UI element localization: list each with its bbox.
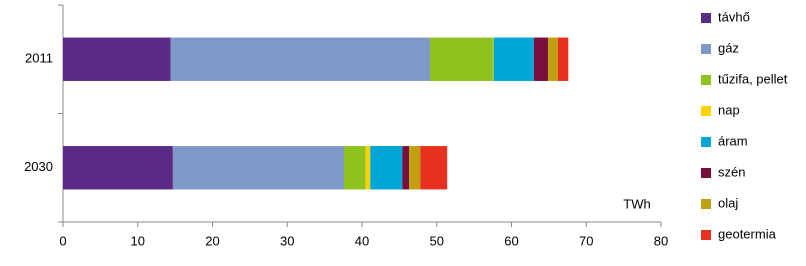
- legend-swatch: [701, 199, 711, 209]
- legend-label: olaj: [718, 195, 738, 210]
- legend-swatch: [701, 75, 711, 85]
- legend-label: geotermia: [718, 226, 777, 241]
- x-tick-label: 0: [59, 233, 66, 248]
- bar-segment: [492, 37, 494, 81]
- legend-swatch: [701, 44, 711, 54]
- bar-segment: [402, 146, 410, 190]
- bar-segment: [548, 37, 558, 81]
- unit-annotation: TWh: [623, 196, 650, 211]
- bar-segment: [365, 146, 371, 190]
- bar-segment: [344, 146, 366, 190]
- bar-segment: [170, 37, 431, 81]
- x-tick-label: 60: [504, 233, 518, 248]
- legend-label: tűzifa, pellet: [718, 71, 788, 86]
- legend-swatch: [701, 137, 711, 147]
- y-tick-label: 2011: [25, 51, 53, 66]
- bar-segment: [370, 146, 403, 190]
- bar-segment: [420, 146, 448, 190]
- bar-segment: [493, 37, 534, 81]
- legend-label: szén: [718, 164, 745, 179]
- x-tick-label: 70: [579, 233, 593, 248]
- legend-swatch: [701, 168, 711, 178]
- legend-swatch: [701, 106, 711, 116]
- bar-segment: [172, 146, 345, 190]
- x-tick-label: 30: [280, 233, 294, 248]
- bar-segment: [430, 37, 493, 81]
- legend-label: távhő: [718, 9, 750, 24]
- x-tick-label: 10: [131, 233, 145, 248]
- x-tick-label: 40: [355, 233, 369, 248]
- y-tick-label: 2030: [24, 159, 53, 174]
- legend-label: nap: [718, 102, 740, 117]
- x-tick-label: 50: [430, 233, 444, 248]
- legend-label: áram: [718, 133, 748, 148]
- bar-segment: [533, 37, 549, 81]
- legend-swatch: [701, 230, 711, 240]
- x-tick-label: 20: [205, 233, 219, 248]
- legend-label: gáz: [718, 40, 739, 55]
- bar-segment: [63, 37, 171, 81]
- bar-segment: [63, 146, 173, 190]
- legend-swatch: [701, 13, 711, 23]
- bar-segment: [557, 37, 569, 81]
- x-tick-label: 80: [654, 233, 668, 248]
- bar-segment: [409, 146, 421, 190]
